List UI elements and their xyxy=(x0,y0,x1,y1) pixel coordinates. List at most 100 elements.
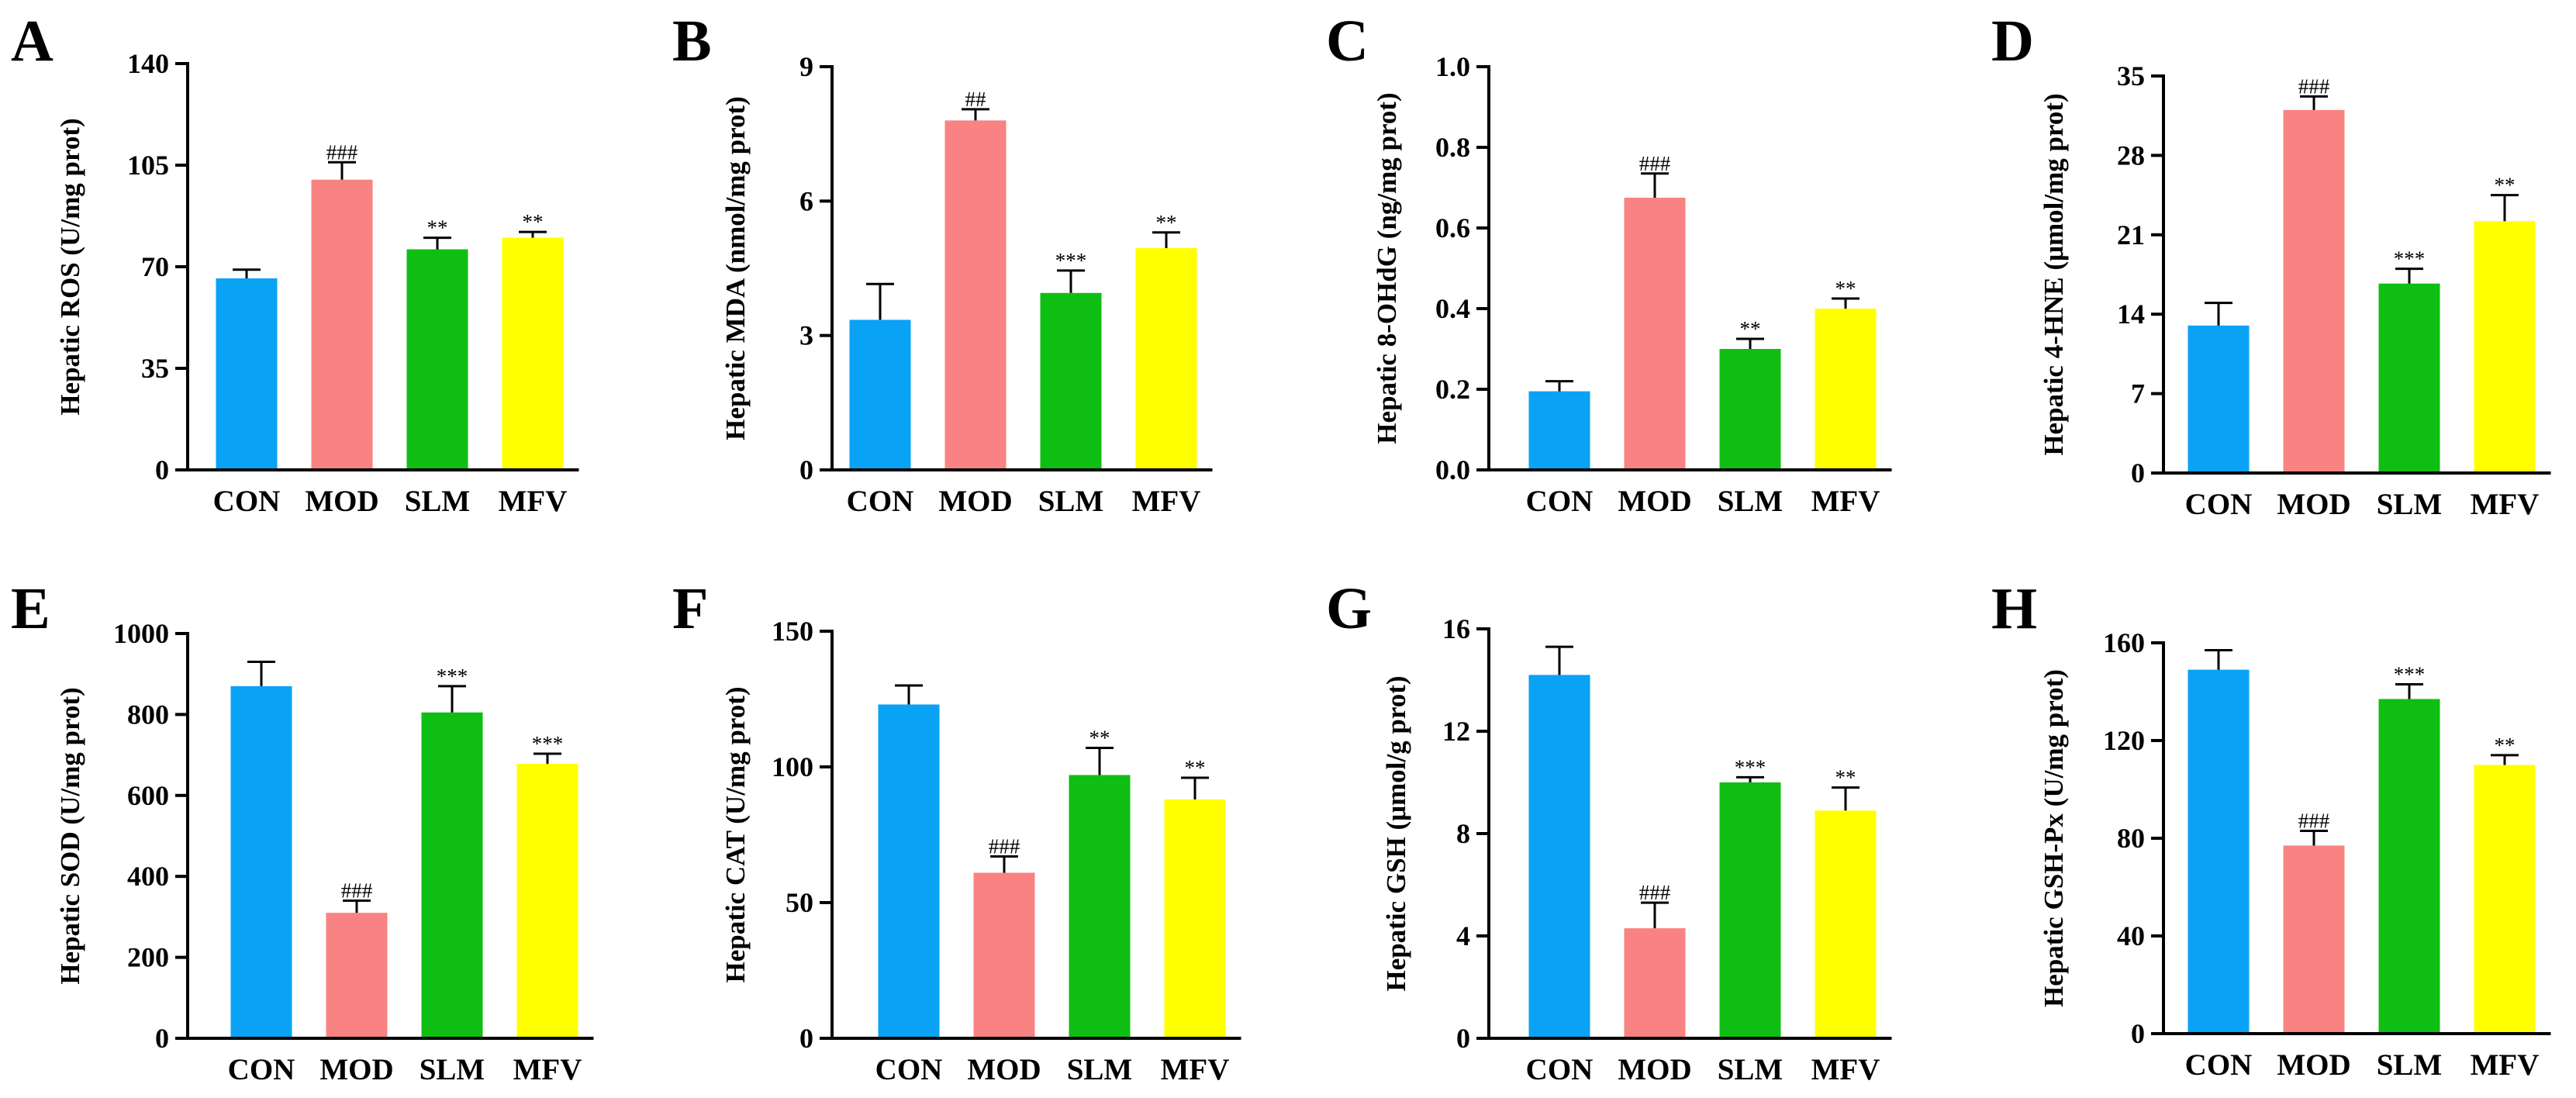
y-tick-label: 0 xyxy=(155,454,169,485)
panel-letter: C xyxy=(1326,9,1369,74)
significance-label: ** xyxy=(1185,756,1206,779)
significance-label: ** xyxy=(1835,766,1856,789)
bar-mfv xyxy=(1815,810,1877,1038)
category-label-mfv: MFV xyxy=(1811,1053,1880,1086)
bar-con xyxy=(849,319,911,470)
y-tick-label: 12 xyxy=(1442,716,1470,747)
y-tick-label: 0 xyxy=(2131,1018,2145,1049)
y-axis-title: Hepatic SOD (U/mg prot) xyxy=(55,687,85,984)
bar-slm xyxy=(1040,292,1102,470)
bar-mod xyxy=(311,179,373,470)
significance-label: *** xyxy=(1735,755,1766,779)
significance-label: ** xyxy=(523,210,544,233)
y-axis-title: Hepatic MDA (nmol/mg prot) xyxy=(720,96,751,440)
y-tick-label: 0 xyxy=(155,1023,169,1054)
significance-label: ** xyxy=(2495,174,2516,197)
category-label-mfv: MFV xyxy=(1132,485,1201,518)
significance-label: ** xyxy=(427,216,448,240)
y-tick-label: 105 xyxy=(127,150,169,181)
y-tick-label: 600 xyxy=(127,780,169,811)
significance-label: *** xyxy=(2394,663,2426,686)
significance-label: ** xyxy=(1089,727,1110,750)
y-tick-label: 120 xyxy=(2103,725,2145,756)
bar-mfv xyxy=(1135,248,1197,470)
y-axis-title: Hepatic 4-HNE (μmol/mg prot) xyxy=(2039,93,2069,455)
category-label-con: CON xyxy=(1526,485,1594,518)
bar-mod xyxy=(1624,928,1686,1038)
category-label-con: CON xyxy=(2185,1048,2253,1082)
y-tick-label: 150 xyxy=(772,616,813,647)
y-tick-label: 1000 xyxy=(113,618,169,649)
y-axis-title: Hepatic GSH (μmol/g prot) xyxy=(1381,675,1411,991)
chart-panel-a: A Hepatic ROS (U/mg prot) CON ### MOD ** SLM **… xyxy=(11,9,579,518)
bar-mfv xyxy=(1164,799,1226,1038)
bar-con xyxy=(216,278,278,470)
category-label-mod: MOD xyxy=(2277,488,2350,521)
significance-label: ### xyxy=(326,140,358,164)
y-tick-label: 0.6 xyxy=(1435,212,1470,243)
bar-mod xyxy=(2283,109,2345,473)
y-axis-title: Hepatic ROS (U/mg prot) xyxy=(55,118,85,415)
category-label-mod: MOD xyxy=(319,1053,393,1086)
significance-label: ### xyxy=(989,835,1020,858)
y-tick-label: 7 xyxy=(2131,378,2145,409)
bar-mod xyxy=(944,120,1007,471)
bar-mfv xyxy=(516,764,578,1038)
category-label-mfv: MFV xyxy=(1161,1053,1230,1086)
y-tick-label: 100 xyxy=(772,751,813,782)
significance-label: ### xyxy=(2298,810,2330,833)
y-tick-label: 800 xyxy=(127,699,169,730)
chart-panel-b: B Hepatic MDA (nmol/mg prot) CON ## MOD *** SL… xyxy=(672,9,1213,518)
category-label-con: CON xyxy=(875,1053,943,1086)
y-axis-title: Hepatic 8-OHdG (ng/mg prot) xyxy=(1372,92,1402,444)
y-tick-label: 400 xyxy=(127,861,169,892)
bar-slm xyxy=(2378,283,2440,473)
category-label-mod: MOD xyxy=(1618,485,1691,518)
category-label-con: CON xyxy=(2185,488,2253,521)
bar-mfv xyxy=(2474,765,2536,1034)
category-label-con: CON xyxy=(1526,1053,1594,1086)
bar-con xyxy=(1528,675,1590,1038)
y-tick-label: 0.0 xyxy=(1435,454,1470,485)
y-tick-label: 50 xyxy=(786,887,813,918)
significance-label: ### xyxy=(2298,74,2330,98)
panel-letter: D xyxy=(1991,9,2034,74)
significance-label: ## xyxy=(965,88,987,111)
category-label-slm: SLM xyxy=(2377,488,2443,521)
chart-panel-g: G Hepatic GSH (μmol/g prot) CON ### MOD *** SL… xyxy=(1326,576,1892,1086)
category-label-mod: MOD xyxy=(2277,1048,2350,1082)
category-label-mfv: MFV xyxy=(2471,488,2540,521)
bar-mod xyxy=(973,872,1035,1038)
y-tick-label: 80 xyxy=(2117,823,2145,854)
panel-letter: A xyxy=(11,9,54,74)
bar-mfv xyxy=(1815,309,1877,470)
category-label-slm: SLM xyxy=(420,1053,485,1086)
significance-label: *** xyxy=(2394,247,2426,271)
y-tick-label: 4 xyxy=(1456,920,1470,951)
panel-letter: H xyxy=(1991,576,2037,641)
y-tick-label: 0 xyxy=(799,1023,813,1054)
y-axis-title: Hepatic CAT (U/mg prot) xyxy=(720,686,751,982)
bar-mfv xyxy=(502,237,564,470)
category-label-mfv: MFV xyxy=(1811,485,1880,518)
bar-mfv xyxy=(2474,221,2536,473)
y-tick-label: 140 xyxy=(127,48,169,79)
bar-con xyxy=(2188,669,2250,1034)
chart-panel-f: F Hepatic CAT (U/mg prot) CON ### MOD ** SLM **… xyxy=(672,576,1241,1086)
bar-slm xyxy=(1719,782,1781,1038)
category-label-mfv: MFV xyxy=(499,485,568,518)
y-tick-label: 0 xyxy=(1456,1023,1470,1054)
category-label-slm: SLM xyxy=(1718,485,1784,518)
significance-label: ### xyxy=(1639,881,1671,904)
category-label-con: CON xyxy=(228,1053,295,1086)
significance-label: *** xyxy=(437,665,468,688)
y-tick-label: 0.2 xyxy=(1435,374,1470,405)
category-label-mfv: MFV xyxy=(2471,1048,2540,1082)
y-tick-label: 0 xyxy=(2131,458,2145,489)
y-tick-label: 70 xyxy=(141,251,169,282)
bar-con xyxy=(230,685,292,1038)
significance-label: *** xyxy=(1055,249,1087,272)
bar-con xyxy=(878,704,940,1038)
